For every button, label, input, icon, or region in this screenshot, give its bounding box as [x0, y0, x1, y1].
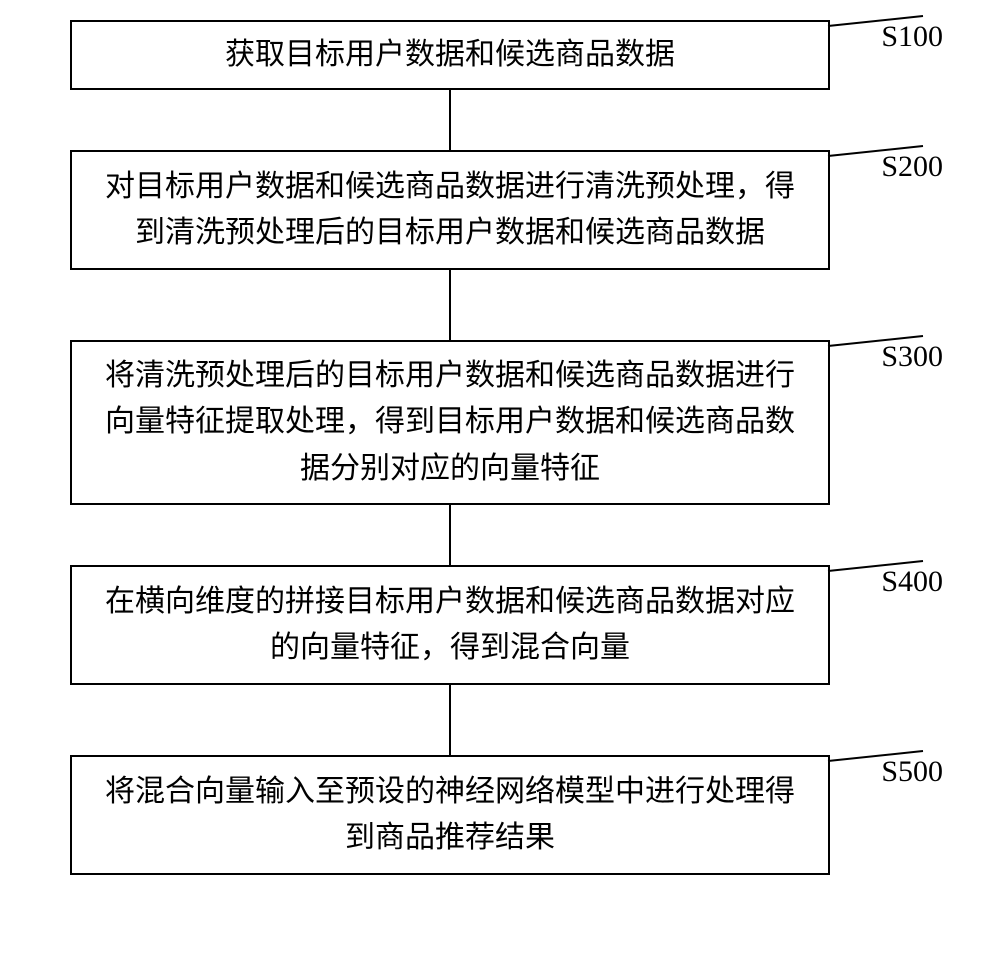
connector-3-4: [449, 505, 451, 565]
step-label-s400: S400: [881, 559, 943, 606]
step-wrapper-s500: 将混合向量输入至预设的神经网络模型中进行处理得到商品推荐结果 S500: [50, 755, 950, 875]
step-wrapper-s200: 对目标用户数据和候选商品数据进行清洗预处理，得到清洗预处理后的目标用户数据和候选…: [50, 150, 950, 270]
step-box-s500: 将混合向量输入至预设的神经网络模型中进行处理得到商品推荐结果 S500: [70, 755, 830, 875]
step-text: 对目标用户数据和候选商品数据进行清洗预处理，得到清洗预处理后的目标用户数据和候选…: [100, 164, 800, 257]
step-label-s300: S300: [881, 334, 943, 381]
step-text: 在横向维度的拼接目标用户数据和候选商品数据对应的向量特征，得到混合向量: [100, 579, 800, 672]
step-box-s400: 在横向维度的拼接目标用户数据和候选商品数据对应的向量特征，得到混合向量 S400: [70, 565, 830, 685]
step-text: 将清洗预处理后的目标用户数据和候选商品数据进行向量特征提取处理，得到目标用户数据…: [100, 353, 800, 493]
step-label-s100: S100: [881, 14, 943, 61]
connector-4-5: [449, 685, 451, 755]
step-wrapper-s100: 获取目标用户数据和候选商品数据 S100: [50, 20, 950, 90]
flowchart-container: 获取目标用户数据和候选商品数据 S100 对目标用户数据和候选商品数据进行清洗预…: [50, 20, 950, 875]
step-label-s200: S200: [881, 144, 943, 191]
step-box-s300: 将清洗预处理后的目标用户数据和候选商品数据进行向量特征提取处理，得到目标用户数据…: [70, 340, 830, 505]
step-box-s100: 获取目标用户数据和候选商品数据 S100: [70, 20, 830, 90]
connector-2-3: [449, 270, 451, 340]
step-wrapper-s400: 在横向维度的拼接目标用户数据和候选商品数据对应的向量特征，得到混合向量 S400: [50, 565, 950, 685]
step-wrapper-s300: 将清洗预处理后的目标用户数据和候选商品数据进行向量特征提取处理，得到目标用户数据…: [50, 340, 950, 505]
step-text: 将混合向量输入至预设的神经网络模型中进行处理得到商品推荐结果: [100, 769, 800, 862]
step-box-s200: 对目标用户数据和候选商品数据进行清洗预处理，得到清洗预处理后的目标用户数据和候选…: [70, 150, 830, 270]
step-text: 获取目标用户数据和候选商品数据: [225, 32, 675, 79]
step-label-s500: S500: [881, 749, 943, 796]
connector-1-2: [449, 90, 451, 150]
